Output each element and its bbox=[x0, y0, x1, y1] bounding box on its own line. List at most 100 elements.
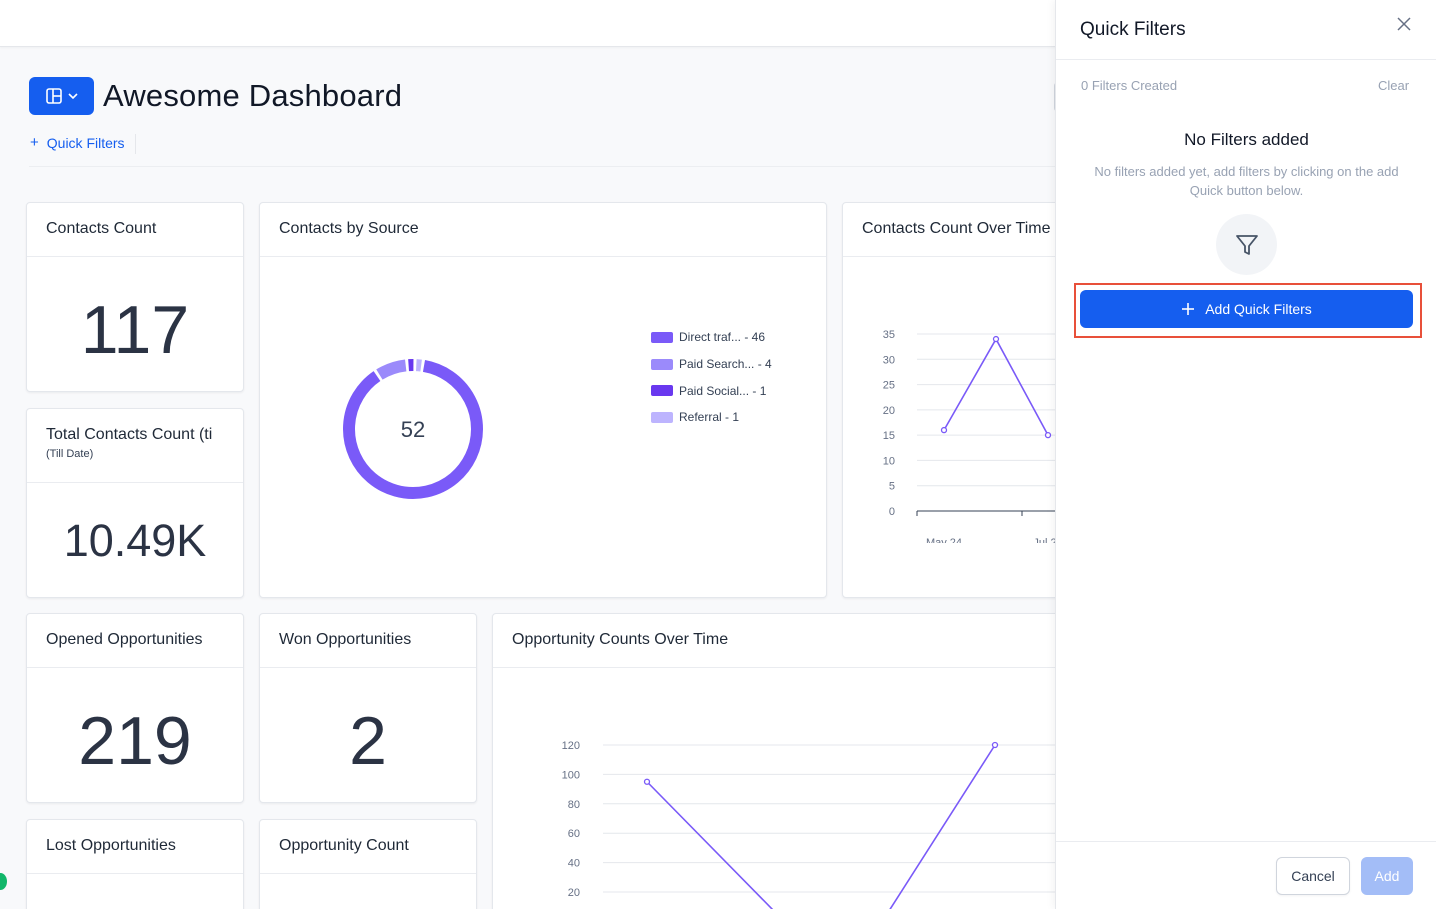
card-header: Opened Opportunities bbox=[27, 614, 243, 668]
x-tick-label: Jul 2 bbox=[1033, 537, 1056, 543]
cancel-button[interactable]: Cancel bbox=[1276, 857, 1350, 895]
y-tick-label: 25 bbox=[883, 380, 895, 392]
data-point bbox=[991, 741, 999, 749]
layout-icon bbox=[45, 88, 62, 104]
card-header: Contacts by Source bbox=[260, 203, 826, 257]
metric-value: 117 bbox=[80, 292, 190, 368]
highlight-frame bbox=[1074, 283, 1422, 338]
chart-legend: Direct traf... - 46 Paid Search... - 4 Pai… bbox=[651, 324, 772, 431]
legend-label: Paid Social... - 1 bbox=[679, 383, 767, 398]
quick-filters-label: Quick Filters bbox=[46, 134, 125, 151]
card-title: Contacts Count Over Time bbox=[862, 220, 1051, 237]
legend-swatch bbox=[651, 331, 673, 343]
status-dot[interactable] bbox=[0, 873, 7, 890]
y-tick-label: 100 bbox=[562, 769, 580, 781]
legend-item[interactable]: Paid Social... - 1 bbox=[651, 377, 772, 404]
plus-icon bbox=[1182, 303, 1195, 315]
card-title: Opportunity Counts Over Time bbox=[512, 631, 729, 648]
y-tick-label: 120 bbox=[562, 740, 580, 752]
legend-swatch bbox=[651, 358, 673, 370]
card-title: Contacts Count bbox=[46, 220, 157, 237]
divider bbox=[29, 166, 1059, 167]
legend-label: Paid Search... - 4 bbox=[679, 357, 772, 372]
metric-value: 219 bbox=[78, 703, 192, 779]
divider bbox=[135, 134, 136, 154]
dashboard-header: Awesome Dashboard bbox=[29, 77, 402, 115]
card-header: Lost Opportunities bbox=[27, 820, 243, 874]
quick-filters-link[interactable]: + Quick Filters bbox=[30, 134, 125, 151]
y-tick-label: 15 bbox=[883, 430, 895, 442]
contacts-count-card[interactable]: Contacts Count 117 bbox=[26, 202, 244, 392]
card-header: Contacts Count Over Time bbox=[843, 203, 1081, 257]
filters-count: 0 Filters Created bbox=[1081, 78, 1178, 93]
card-header: Opportunity Counts Over Time bbox=[493, 614, 1081, 668]
card-title: Lost Opportunities bbox=[46, 837, 176, 854]
series-line bbox=[646, 744, 996, 909]
panel-header: Quick Filters bbox=[1056, 0, 1436, 60]
legend-item[interactable]: Direct traf... - 46 bbox=[651, 324, 772, 351]
data-point bbox=[992, 335, 1000, 343]
y-tick-label: 20 bbox=[568, 887, 580, 899]
metric-value: 10.49K bbox=[63, 515, 207, 566]
series-line bbox=[943, 337, 1049, 436]
card-title: Opened Opportunities bbox=[46, 631, 203, 648]
layout-switcher-button[interactable] bbox=[29, 77, 94, 115]
card-header: Contacts Count bbox=[27, 203, 243, 257]
funnel-icon bbox=[1235, 234, 1258, 255]
data-point bbox=[643, 778, 651, 785]
line-chart: 0 5 10 15 20 25 30 35 May 24 Jul 2 bbox=[883, 329, 1081, 543]
card-title: Opportunity Count bbox=[279, 837, 409, 854]
opened-opportunities-card[interactable]: Opened Opportunities 219 bbox=[26, 613, 244, 803]
donut-chart: 52 bbox=[343, 359, 483, 499]
divider bbox=[1056, 841, 1436, 842]
clear-button[interactable]: Clear bbox=[1378, 78, 1410, 93]
y-tick-label: 20 bbox=[883, 405, 895, 417]
funnel-icon-wrapper bbox=[1216, 214, 1277, 275]
y-tick-label: 80 bbox=[568, 799, 580, 811]
add-quick-filters-label: Add Quick Filters bbox=[1205, 301, 1312, 317]
y-tick-label: 5 bbox=[889, 481, 895, 493]
card-subtitle: (Till Date) bbox=[46, 448, 94, 460]
legend-item[interactable]: Referral - 1 bbox=[651, 404, 772, 431]
contacts-by-source-card[interactable]: Contacts by Source 52 Direct traf... - 4… bbox=[259, 202, 827, 598]
contacts-over-time-card[interactable]: Contacts Count Over Time 0 5 10 15 20 25 30 35 M… bbox=[842, 202, 1082, 598]
add-button[interactable]: Add bbox=[1361, 857, 1413, 895]
card-header: Total Contacts Count (ti (Till Date) bbox=[27, 409, 243, 483]
empty-state-description: No filters added yet, add filters by cli… bbox=[1094, 164, 1399, 198]
card-header: Opportunity Count bbox=[260, 820, 476, 874]
metric-value: 2 bbox=[349, 703, 387, 779]
legend-item[interactable]: Paid Search... - 4 bbox=[651, 351, 772, 378]
card-title: Contacts by Source bbox=[279, 220, 419, 237]
plus-icon: + bbox=[30, 134, 39, 151]
quick-filters-panel: Quick Filters 0 Filters Created Clear No… bbox=[1055, 0, 1436, 909]
legend-label: Direct traf... - 46 bbox=[679, 330, 766, 345]
y-tick-label: 60 bbox=[568, 828, 580, 840]
y-tick-label: 30 bbox=[883, 354, 895, 366]
y-tick-label: 35 bbox=[883, 329, 895, 341]
legend-label: Referral - 1 bbox=[679, 410, 740, 425]
y-tick-label: 10 bbox=[883, 455, 895, 467]
opportunity-counts-over-time-card[interactable]: Opportunity Counts Over Time 20 40 60 80 100… bbox=[492, 613, 1082, 909]
data-point bbox=[940, 426, 948, 434]
data-point bbox=[1044, 431, 1052, 439]
legend-swatch bbox=[651, 385, 673, 397]
card-title: Won Opportunities bbox=[279, 631, 412, 648]
close-icon[interactable] bbox=[1395, 15, 1413, 33]
y-tick-label: 0 bbox=[889, 506, 895, 518]
lost-opportunities-card[interactable]: Lost Opportunities bbox=[26, 819, 244, 909]
y-tick-label: 40 bbox=[568, 858, 580, 870]
chevron-down-icon bbox=[67, 93, 78, 100]
donut-slice[interactable] bbox=[376, 359, 407, 380]
empty-state-title: No Filters added bbox=[1184, 130, 1309, 149]
total-contacts-card[interactable]: Total Contacts Count (ti (Till Date) 10.… bbox=[26, 408, 244, 598]
x-tick-label: May 24 bbox=[926, 537, 962, 543]
card-title: Total Contacts Count (ti bbox=[46, 426, 213, 443]
opportunity-count-card[interactable]: Opportunity Count bbox=[259, 819, 477, 909]
donut-slice[interactable] bbox=[343, 360, 483, 499]
won-opportunities-card[interactable]: Won Opportunities 2 bbox=[259, 613, 477, 803]
line-chart: 20 40 60 80 100 120 bbox=[562, 740, 1081, 909]
add-quick-filters-button[interactable]: Add Quick Filters bbox=[1080, 290, 1413, 328]
page-title: Awesome Dashboard bbox=[103, 78, 403, 113]
card-header: Won Opportunities bbox=[260, 614, 476, 668]
legend-swatch bbox=[651, 411, 673, 423]
